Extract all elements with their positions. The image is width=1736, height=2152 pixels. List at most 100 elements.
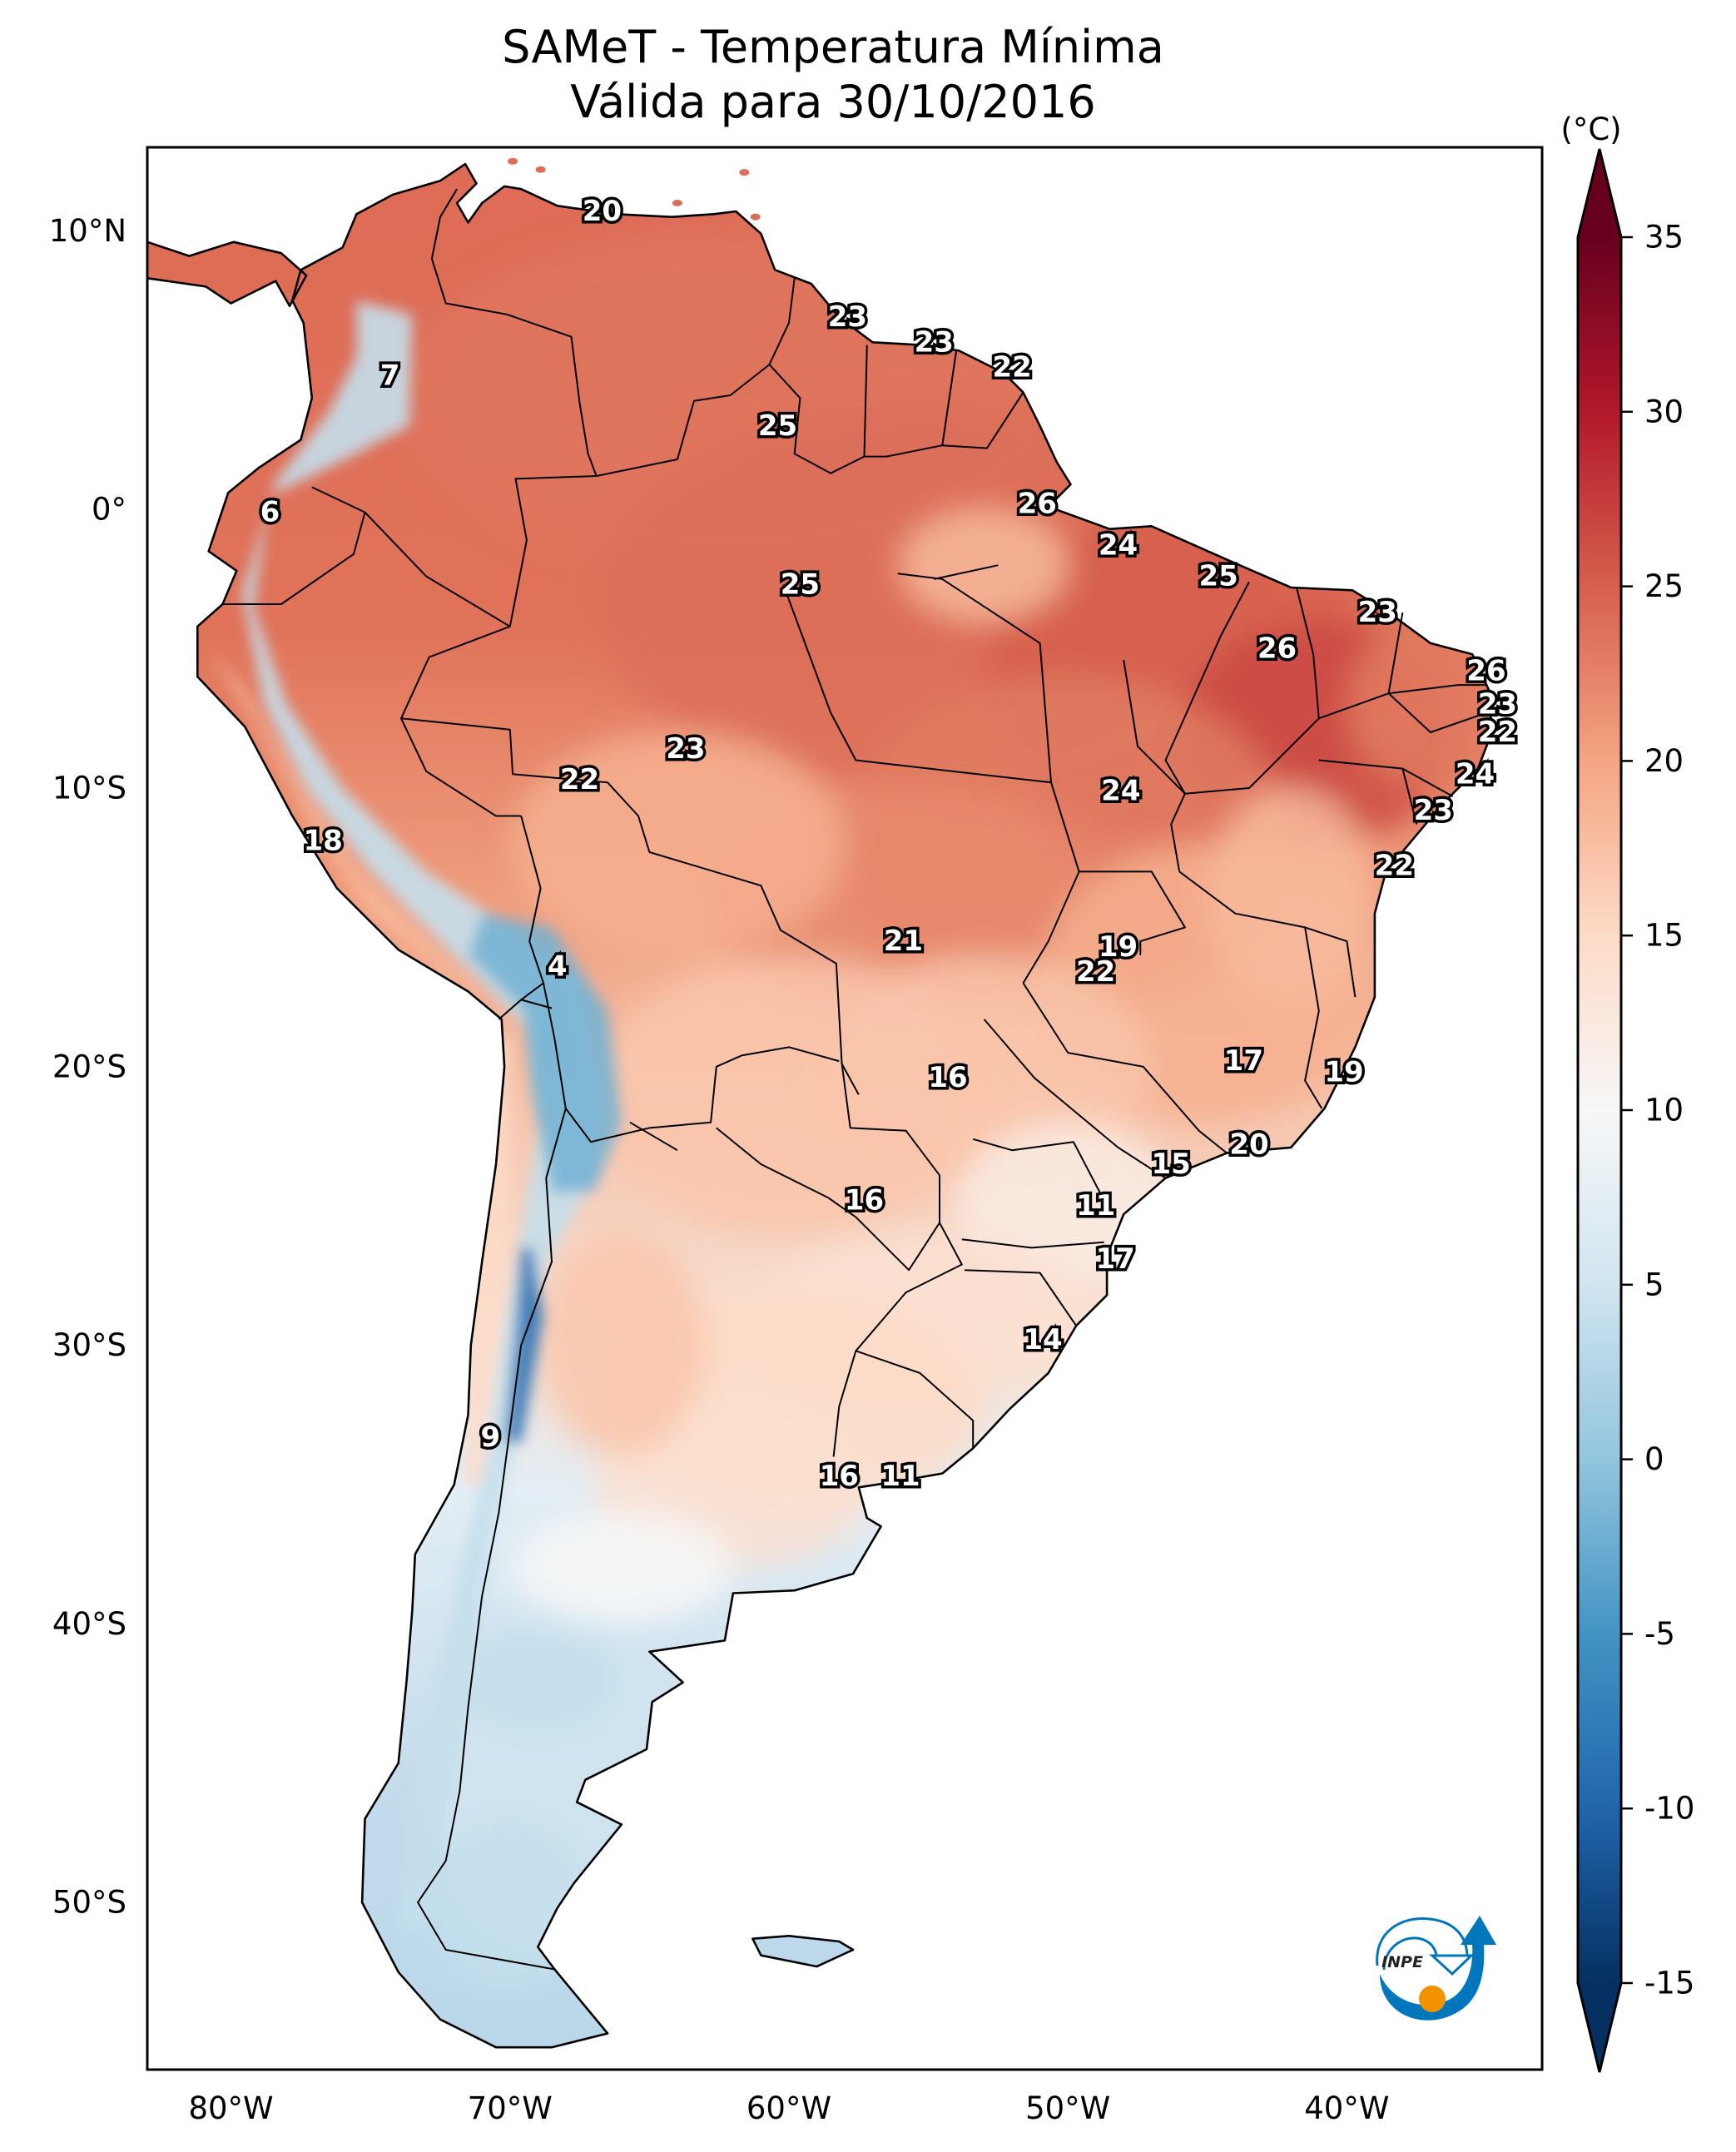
contour-label: 20: [1229, 1128, 1268, 1162]
border-line: [520, 999, 553, 1009]
border-line: [1387, 692, 1487, 733]
contour-label: 11: [880, 1460, 920, 1493]
contour-label: 23: [828, 300, 867, 334]
contour-value-labels: 2076252323222624252523262623222423222322…: [257, 192, 1520, 1496]
contour-label: 4: [548, 950, 568, 983]
inpe-logo: INPE: [1376, 1916, 1496, 2021]
temperature-blobs: [398, 231, 1492, 1986]
contour-label: 9: [480, 1421, 500, 1454]
map-area: [147, 147, 1542, 2070]
x-tick-label: 60°W: [746, 2090, 831, 2126]
temperature-region: [900, 509, 1069, 622]
contour-label: 24: [1101, 774, 1140, 807]
contour-label: 23: [915, 325, 954, 359]
contour-label: 16: [845, 1183, 884, 1217]
logo-swoosh-arrow: [1380, 1916, 1496, 2021]
coastline: [196, 162, 1493, 2049]
colorbar-tick-label: -5: [1644, 1616, 1675, 1652]
border-line: [629, 1121, 678, 1152]
contour-label: 11: [1076, 1189, 1115, 1222]
colorbar-tick-label: 25: [1644, 568, 1684, 604]
temperature-region: [1347, 621, 1492, 789]
y-tick-label: 30°S: [52, 1327, 126, 1363]
contour-label: 6: [260, 496, 280, 529]
border-line: [972, 1138, 1108, 1207]
border-line: [941, 350, 1024, 449]
contour-label: 22: [1478, 716, 1517, 749]
altiplano-region: [468, 913, 622, 1193]
contour-label: 16: [820, 1460, 859, 1493]
chart-title: SAMeT - Temperatura Mínima: [502, 21, 1164, 73]
colorbar-tick-label: 0: [1644, 1441, 1664, 1477]
temperature-region: [538, 1233, 706, 1457]
colorbar-unit-label: (°C): [1560, 112, 1621, 147]
border-line: [1079, 870, 1186, 955]
y-tick-label: 10°N: [49, 213, 126, 249]
chart-subtitle: Válida para 30/10/2016: [570, 76, 1095, 128]
border-line: [364, 511, 522, 817]
border-line: [430, 188, 598, 477]
contour-label: 22: [992, 350, 1031, 384]
border-line: [856, 1350, 975, 1449]
contour-label: 23: [1478, 688, 1517, 721]
coastline: [751, 1935, 855, 1968]
border-line: [716, 1127, 940, 1272]
contour-label: 19: [1099, 930, 1138, 964]
contour-label: 21: [884, 925, 923, 958]
logo-sun-icon: [1419, 1986, 1446, 2012]
border-line: [543, 983, 840, 1143]
contour-label: 25: [1199, 560, 1238, 593]
contour-label: 17: [1095, 1242, 1134, 1276]
colorbar-tick-label: 15: [1644, 918, 1684, 954]
temperature-region: [1207, 787, 1375, 1011]
border-line: [897, 573, 1052, 783]
contour-label: 26: [1257, 632, 1297, 666]
border-line: [417, 1108, 567, 1971]
island: [508, 157, 518, 165]
contour-label: 18: [304, 825, 343, 858]
colorbar: -15 -10 -5 0 5 10 15 20 25 30 35 (°C): [1560, 112, 1694, 2073]
y-axis-ticks: 10°N 0° 10°S 20°S 30°S 40°S 50°S: [49, 213, 126, 1921]
colorbar-ticks: -15 -10 -5 0 5 10 15 20 25 30 35: [1621, 220, 1694, 2001]
y-tick-label: 10°S: [52, 771, 126, 806]
contour-label: 24: [1456, 757, 1495, 791]
border-line: [596, 278, 796, 477]
colorbar-gradient: [1578, 237, 1621, 1983]
y-tick-label: 40°S: [52, 1606, 126, 1642]
contour-label: 25: [781, 568, 820, 602]
contour-label: 22: [560, 763, 599, 796]
colorbar-tick-label: 5: [1644, 1267, 1664, 1302]
border-line: [983, 1019, 1167, 1179]
contour-label: 23: [1358, 596, 1397, 629]
contour-label: 26: [1018, 488, 1057, 521]
border-line: [508, 475, 597, 627]
contour-label: 14: [1023, 1323, 1062, 1356]
contour-label: 16: [928, 1061, 967, 1094]
border-line: [1388, 684, 1486, 695]
border-line: [1401, 768, 1418, 825]
colorbar-tick-label: 30: [1644, 394, 1684, 429]
contour-label: 22: [1375, 850, 1414, 883]
border-line: [863, 345, 868, 457]
border-line: [1022, 982, 1228, 1154]
logo-arrow-down: [1429, 1954, 1475, 1976]
peru-coast-region: [208, 648, 483, 994]
border-line: [886, 444, 943, 458]
island: [750, 213, 761, 221]
logo-text: INPE: [1381, 1953, 1423, 1971]
island: [535, 166, 546, 173]
temperature-region: [509, 731, 845, 955]
contour-label: 24: [1099, 529, 1138, 563]
colorbar-tick-label: -15: [1644, 1966, 1694, 2001]
contour-label: 26: [1466, 654, 1505, 687]
x-axis-ticks: 80°W 70°W 60°W 50°W 40°W: [188, 2090, 1389, 2126]
border-line: [1164, 581, 1250, 795]
coastline: [147, 240, 308, 308]
temperature-region: [509, 1512, 733, 1624]
x-tick-label: 80°W: [188, 2090, 273, 2126]
border-line: [400, 717, 860, 1095]
contour-label: 15: [1152, 1148, 1191, 1181]
y-tick-label: 50°S: [52, 1885, 126, 1921]
contour-label: 25: [758, 409, 797, 443]
border-line: [832, 1064, 963, 1457]
